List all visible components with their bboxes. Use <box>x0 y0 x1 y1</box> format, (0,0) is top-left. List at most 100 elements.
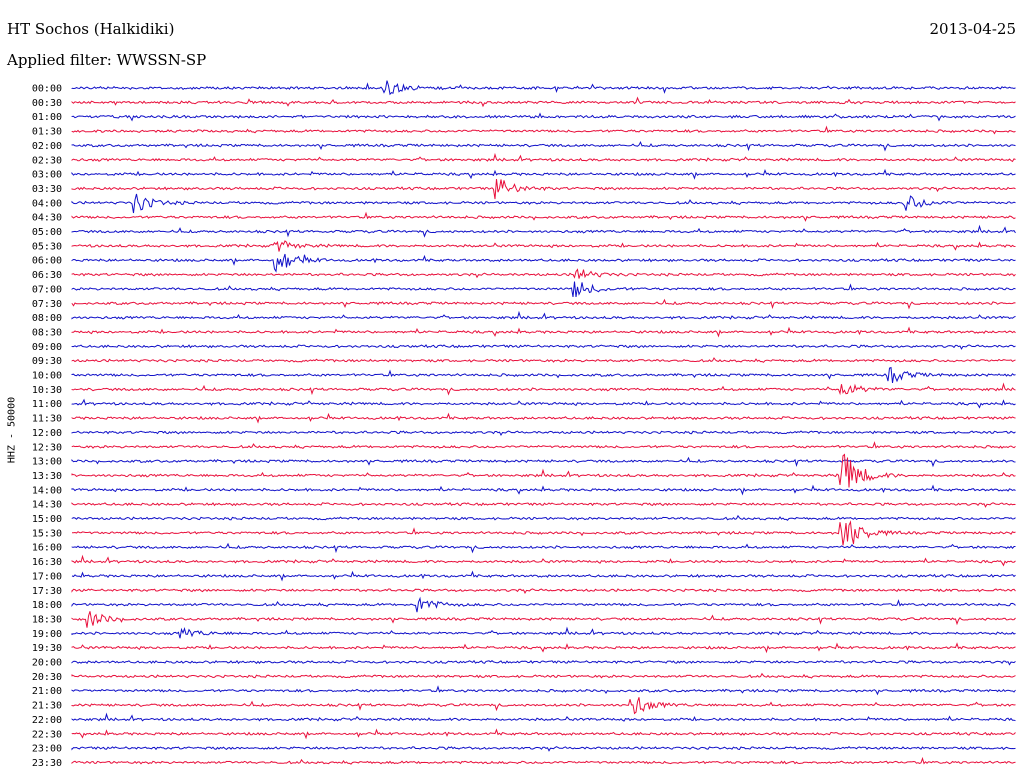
trace-line <box>71 398 1016 409</box>
trace-line <box>71 382 1016 396</box>
row-time-label: 15:00 <box>32 514 62 525</box>
trace-line <box>71 412 1016 424</box>
row-time-label: 09:30 <box>32 356 62 367</box>
trace-line <box>71 542 1016 554</box>
trace-line <box>71 326 1016 338</box>
trace-line <box>71 298 1016 310</box>
row-time-label: 14:30 <box>32 500 62 511</box>
row-time-label: 19:30 <box>32 643 62 654</box>
row-time-label: 01:30 <box>32 127 62 138</box>
row-time-label: 08:00 <box>32 313 62 324</box>
trace-line <box>71 211 1016 222</box>
trace-line <box>71 659 1016 666</box>
row-time-label: 05:30 <box>32 241 62 252</box>
trace-line <box>71 80 1016 96</box>
filter-label: Applied filter: WWSSN-SP <box>7 51 207 69</box>
trace-line <box>71 168 1016 180</box>
row-time-label: 04:00 <box>32 198 62 209</box>
trace-line <box>71 756 1016 765</box>
row-time-label: 00:30 <box>32 98 62 109</box>
trace-line <box>71 672 1016 679</box>
row-time-label: 13:00 <box>32 457 62 468</box>
trace-line <box>71 240 1016 252</box>
row-time-label: 20:30 <box>32 672 62 683</box>
row-time-label: 10:30 <box>32 385 62 396</box>
trace-line <box>71 366 1016 383</box>
row-time-label: 09:00 <box>32 342 62 353</box>
trace-line <box>71 193 1016 214</box>
trace-line <box>71 125 1016 135</box>
trace-line <box>71 626 1016 639</box>
trace-line <box>71 224 1016 238</box>
row-time-label: 21:00 <box>32 686 62 697</box>
trace-line <box>71 570 1016 582</box>
trace-line <box>71 501 1016 508</box>
trace-line <box>71 746 1016 752</box>
row-time-label: 14:00 <box>32 485 62 496</box>
trace-line <box>71 697 1016 715</box>
trace-line <box>71 281 1016 297</box>
row-time-label: 12:00 <box>32 428 62 439</box>
trace-line <box>71 178 1016 200</box>
row-time-label: 07:30 <box>32 299 62 310</box>
trace-line <box>71 112 1016 122</box>
trace-line <box>71 141 1016 152</box>
trace-line <box>71 588 1016 594</box>
row-time-label: 15:30 <box>32 528 62 539</box>
row-time-label: 03:30 <box>32 184 62 195</box>
trace-line <box>71 357 1016 363</box>
trace-line <box>71 441 1016 450</box>
row-time-label: 19:00 <box>32 629 62 640</box>
trace-line <box>71 310 1016 320</box>
row-time-label: 02:30 <box>32 155 62 166</box>
row-time-label: 05:00 <box>32 227 62 238</box>
row-time-label: 06:00 <box>32 256 62 267</box>
row-time-label: 18:30 <box>32 614 62 625</box>
row-time-label: 23:30 <box>32 758 62 769</box>
trace-line <box>71 253 1016 273</box>
trace-line <box>71 642 1016 654</box>
trace-line <box>71 596 1016 613</box>
row-time-label: 07:00 <box>32 284 62 295</box>
row-time-label: 17:00 <box>32 571 62 582</box>
trace-line <box>71 152 1016 163</box>
row-time-label: 00:00 <box>32 84 62 95</box>
row-time-label: 11:00 <box>32 399 62 410</box>
trace-line <box>71 728 1016 740</box>
row-time-label: 22:30 <box>32 729 62 740</box>
trace-line <box>71 268 1016 279</box>
trace-line <box>71 685 1016 696</box>
trace-line <box>72 520 1016 546</box>
date-label: 2013-04-25 <box>929 20 1016 38</box>
row-time-label: 21:30 <box>32 701 62 712</box>
row-time-label: 06:30 <box>32 270 62 281</box>
row-time-label: 12:30 <box>32 442 62 453</box>
trace-line <box>71 484 1016 496</box>
trace-line <box>71 554 1016 567</box>
trace-line <box>71 453 1016 488</box>
row-time-label: 17:30 <box>32 586 62 597</box>
row-time-label: 13:30 <box>32 471 62 482</box>
row-time-label: 04:30 <box>32 213 62 224</box>
row-time-label: 10:00 <box>32 371 62 382</box>
trace-line <box>71 611 1016 628</box>
row-time-label: 20:00 <box>32 658 62 669</box>
trace-line <box>71 456 1016 468</box>
row-time-label: 16:00 <box>32 543 62 554</box>
trace-line <box>71 514 1016 521</box>
trace-line <box>71 712 1016 722</box>
row-time-label: 18:00 <box>32 600 62 611</box>
row-time-label: 03:00 <box>32 170 62 181</box>
row-time-label: 23:00 <box>32 744 62 755</box>
row-time-label: 22:00 <box>32 715 62 726</box>
trace-line <box>71 430 1016 437</box>
row-time-label: 01:00 <box>32 112 62 123</box>
row-time-label: 02:00 <box>32 141 62 152</box>
trace-line <box>71 344 1016 350</box>
row-time-label: 08:30 <box>32 327 62 338</box>
row-time-label: 11:30 <box>32 414 62 425</box>
trace-line <box>71 96 1016 108</box>
row-time-label: 16:30 <box>32 557 62 568</box>
station-title: HT Sochos (Halkidiki) <box>7 20 175 38</box>
